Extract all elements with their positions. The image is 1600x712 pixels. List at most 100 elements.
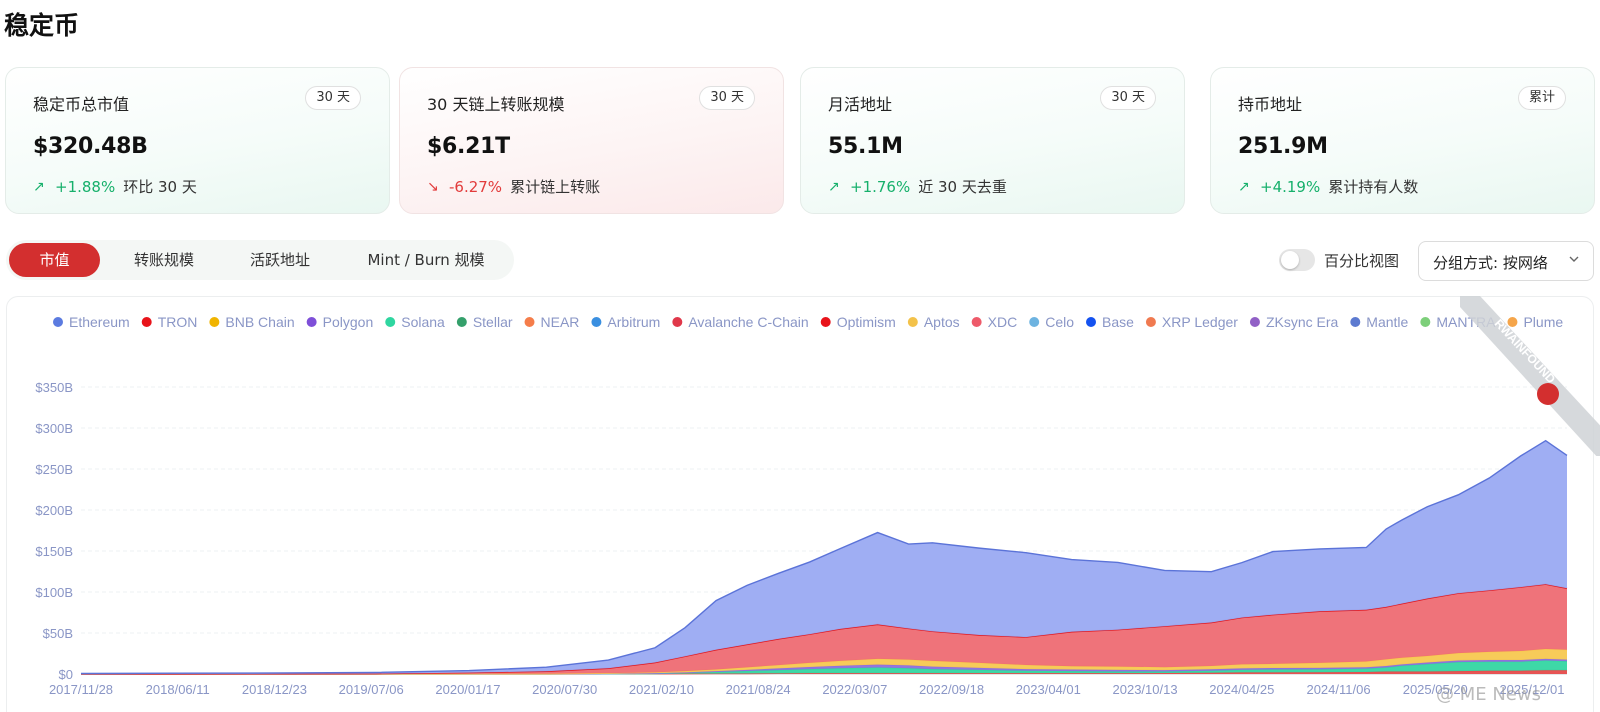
trend-up-icon: ↗ bbox=[33, 178, 45, 195]
series-line bbox=[81, 648, 1568, 675]
card-label: 持币地址 bbox=[1238, 95, 1303, 114]
change-note: 累计持有人数 bbox=[1328, 178, 1419, 196]
x-tick-label: 2017/11/28 bbox=[49, 682, 113, 697]
legend-item[interactable]: Polygon bbox=[306, 314, 374, 330]
card-period-badge: 30 天 bbox=[699, 86, 755, 110]
legend-swatch bbox=[672, 317, 683, 327]
me-news-watermark: @ ME News bbox=[1436, 684, 1541, 705]
stat-card-market-cap: 稳定币总市值 30 天 $320.48B ↗ +1.88% 环比 30 天 bbox=[5, 67, 390, 214]
change-note: 环比 30 天 bbox=[123, 178, 197, 196]
change-percent: +1.88% bbox=[55, 177, 116, 196]
legend-swatch bbox=[1086, 317, 1096, 327]
x-tick-label: 2024/04/25 bbox=[1209, 682, 1274, 697]
legend-label: Optimism bbox=[837, 314, 896, 330]
page-title: 稳定币 bbox=[4, 11, 80, 40]
legend-label: NEAR bbox=[541, 314, 580, 330]
y-tick-label: $200B bbox=[35, 503, 73, 518]
card-label: 月活地址 bbox=[828, 95, 893, 114]
tab-transfer-volume[interactable]: 转账规模 bbox=[133, 251, 194, 269]
card-label: 稳定币总市值 bbox=[33, 95, 130, 114]
legend-swatch bbox=[53, 317, 63, 327]
x-tick-label: 2019/07/06 bbox=[339, 682, 404, 697]
x-tick-label: 2020/07/30 bbox=[532, 682, 597, 697]
legend-swatch bbox=[591, 317, 602, 327]
series-area bbox=[81, 584, 1567, 674]
change-note: 近 30 天去重 bbox=[918, 178, 1007, 196]
legend-item[interactable]: Solana bbox=[385, 314, 445, 330]
legend-item[interactable]: Stellar bbox=[456, 314, 513, 330]
legend-label: Solana bbox=[401, 314, 445, 330]
legend-label: XRP Ledger bbox=[1162, 314, 1238, 330]
x-tick-label: 2025/05/20 bbox=[1403, 682, 1468, 697]
legend-label: Stellar bbox=[473, 314, 513, 330]
legend-item[interactable]: Mantle bbox=[1350, 314, 1409, 330]
card-value: $320.48B bbox=[33, 134, 148, 159]
legend-swatch bbox=[306, 317, 317, 327]
x-tick-label: 2018/06/11 bbox=[146, 682, 210, 697]
stat-card-holders: 持币地址 累计 251.9M ↗ +4.19% 累计持有人数 bbox=[1210, 67, 1595, 214]
series-area bbox=[81, 648, 1567, 674]
series-line bbox=[80, 439, 1568, 675]
legend-label: MANTRA bbox=[1436, 314, 1496, 330]
x-tick-label: 2023/04/01 bbox=[1016, 682, 1081, 697]
legend-item[interactable]: Optimism bbox=[820, 314, 896, 330]
legend-item[interactable]: Arbitrum bbox=[591, 314, 660, 330]
legend-item[interactable]: Ethereum bbox=[53, 314, 130, 330]
legend-swatch bbox=[209, 317, 220, 327]
legend-swatch bbox=[524, 317, 535, 327]
legend-swatch bbox=[141, 317, 152, 327]
x-tick-label: 2023/10/13 bbox=[1113, 682, 1178, 697]
legend-item[interactable]: Aptos bbox=[907, 314, 960, 330]
legend-swatch bbox=[1145, 317, 1156, 327]
legend-label: Avalanche C-Chain bbox=[688, 314, 808, 330]
card-change: ↘ -6.27% 累计链上转账 bbox=[427, 176, 600, 197]
legend-item[interactable]: XRP Ledger bbox=[1145, 314, 1238, 330]
card-change: ↗ +4.19% 累计持有人数 bbox=[1238, 176, 1418, 197]
change-percent: -6.27% bbox=[449, 177, 503, 196]
legend-swatch bbox=[1029, 317, 1040, 327]
card-value: 55.1M bbox=[828, 134, 903, 159]
percent-view-toggle[interactable] bbox=[1279, 249, 1315, 271]
chart-legend: Ethereum TRON BNB Chain Polygon Solana Stella… bbox=[53, 314, 1563, 330]
legend-item[interactable]: XDC bbox=[971, 314, 1018, 330]
x-tick-label: 2024/11/06 bbox=[1306, 682, 1370, 697]
x-tick-label: 2021/02/10 bbox=[629, 682, 694, 697]
y-tick-label: $50B bbox=[43, 626, 73, 641]
stat-card-monthly-active: 月活地址 30 天 55.1M ↗ +1.76% 近 30 天去重 bbox=[800, 67, 1185, 214]
chart-areas bbox=[80, 439, 1568, 675]
rwa-logo-icon bbox=[1537, 383, 1559, 405]
series-line bbox=[80, 583, 1568, 675]
legend-item[interactable]: Celo bbox=[1029, 314, 1074, 330]
group-by-select[interactable]: 分组方式: 按网络 bbox=[1418, 241, 1594, 281]
legend-label: Ethereum bbox=[69, 314, 130, 330]
x-tick-label: 2022/03/07 bbox=[822, 682, 887, 697]
legend-swatch bbox=[820, 317, 831, 327]
legend-swatch bbox=[1420, 317, 1431, 327]
legend-item[interactable]: Avalanche C-Chain bbox=[672, 314, 809, 330]
tab-market-cap[interactable]: 市值 bbox=[9, 243, 100, 277]
legend-item[interactable]: TRON bbox=[141, 314, 198, 330]
legend-swatch bbox=[456, 317, 467, 327]
x-tick-label: 2018/12/23 bbox=[242, 682, 307, 697]
legend-label: Arbitrum bbox=[607, 314, 660, 330]
legend-item[interactable]: ZKsync Era bbox=[1249, 314, 1339, 330]
legend-label: Aptos bbox=[924, 314, 960, 330]
stablecoin-chart-panel: Ethereum TRON BNB Chain Polygon Solana Stella… bbox=[6, 296, 1594, 712]
stacked-area-chart: Ethereum TRON BNB Chain Polygon Solana Stella… bbox=[35, 314, 1568, 697]
series-area bbox=[81, 660, 1567, 674]
trend-down-icon: ↘ bbox=[427, 178, 439, 195]
toggle-knob bbox=[1281, 251, 1299, 269]
legend-item[interactable]: MANTRA bbox=[1420, 314, 1496, 330]
legend-item[interactable]: NEAR bbox=[524, 314, 580, 330]
y-axis: $0 $50B $100B $150B $200B $250B $300B $350B bbox=[35, 380, 73, 682]
tab-active-addresses[interactable]: 活跃地址 bbox=[249, 251, 310, 269]
legend-item[interactable]: BNB Chain bbox=[209, 314, 295, 330]
chevron-down-icon bbox=[1569, 256, 1579, 262]
legend-item[interactable]: Base bbox=[1086, 314, 1134, 330]
legend-label: BNB Chain bbox=[225, 314, 294, 330]
tab-mint-burn[interactable]: Mint / Burn 规模 bbox=[367, 251, 485, 269]
x-axis: 2017/11/28 2018/06/11 2018/12/23 2019/07/06… bbox=[49, 682, 1565, 697]
legend-item[interactable]: Plume bbox=[1507, 314, 1563, 330]
legend-label: TRON bbox=[158, 314, 198, 330]
card-period-badge: 30 天 bbox=[305, 86, 361, 110]
